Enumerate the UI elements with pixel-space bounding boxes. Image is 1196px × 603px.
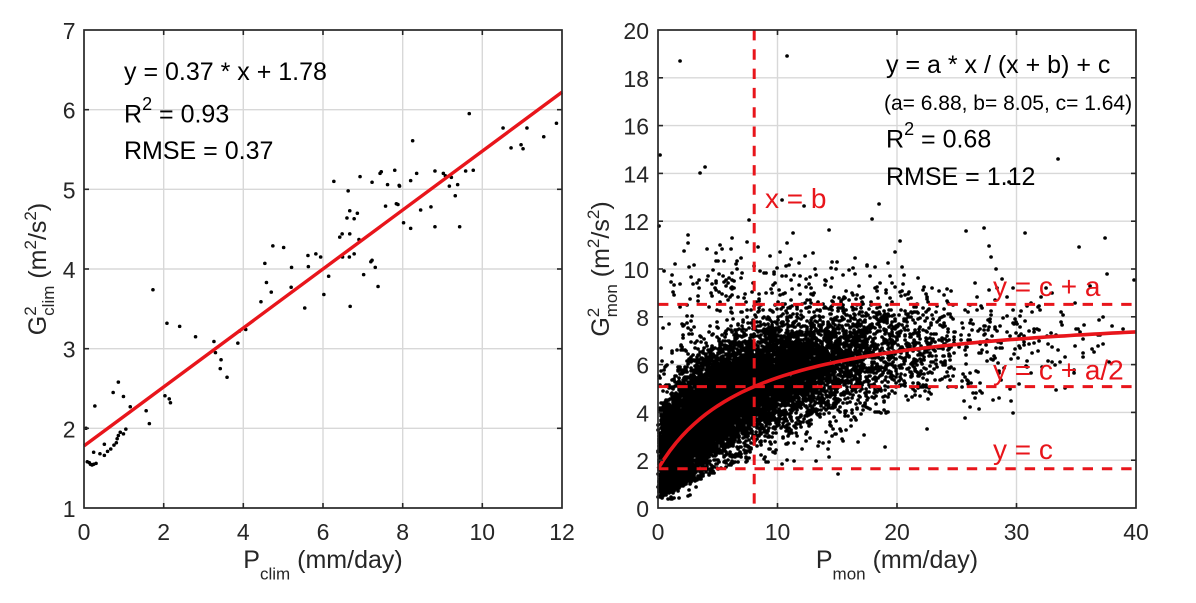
svg-text:6: 6 bbox=[317, 519, 330, 545]
svg-text:4: 4 bbox=[636, 400, 649, 426]
svg-text:G2clim (m2/s2): G2clim (m2/s2) bbox=[21, 203, 58, 335]
svg-text:2: 2 bbox=[636, 448, 649, 474]
svg-text:7: 7 bbox=[63, 18, 76, 44]
svg-text:G2mon (m2/s2): G2mon (m2/s2) bbox=[584, 201, 621, 336]
svg-text:(a= 6.88, b= 8.05, c= 1.64): (a= 6.88, b= 8.05, c= 1.64) bbox=[884, 92, 1132, 115]
svg-text:2: 2 bbox=[157, 519, 170, 545]
svg-text:40: 40 bbox=[1123, 519, 1149, 545]
svg-text:12: 12 bbox=[549, 519, 575, 545]
svg-text:10: 10 bbox=[470, 519, 496, 545]
svg-text:RMSE = 0.37: RMSE = 0.37 bbox=[124, 137, 273, 165]
svg-text:20: 20 bbox=[884, 519, 910, 545]
svg-text:y = c: y = c bbox=[993, 434, 1053, 465]
svg-text:4: 4 bbox=[63, 257, 76, 283]
svg-text:8: 8 bbox=[636, 305, 649, 331]
svg-text:0: 0 bbox=[652, 519, 665, 545]
svg-text:x = b: x = b bbox=[765, 183, 826, 214]
svg-text:2: 2 bbox=[63, 416, 76, 442]
svg-text:6: 6 bbox=[63, 98, 76, 124]
svg-text:30: 30 bbox=[1004, 519, 1030, 545]
svg-text:R2 = 0.93: R2 = 0.93 bbox=[124, 94, 229, 129]
svg-text:14: 14 bbox=[623, 161, 649, 187]
svg-text:3: 3 bbox=[63, 337, 76, 363]
svg-text:20: 20 bbox=[623, 18, 649, 44]
svg-text:RMSE = 1.12: RMSE = 1.12 bbox=[886, 163, 1035, 191]
svg-text:16: 16 bbox=[623, 114, 649, 140]
svg-text:6: 6 bbox=[636, 353, 649, 379]
svg-text:0: 0 bbox=[636, 496, 649, 522]
svg-text:y = c + a: y = c + a bbox=[993, 271, 1101, 302]
svg-text:10: 10 bbox=[765, 519, 791, 545]
svg-text:y = c + a/2: y = c + a/2 bbox=[993, 355, 1124, 386]
svg-text:y = 0.37 * x + 1.78: y = 0.37 * x + 1.78 bbox=[124, 58, 327, 86]
svg-text:10: 10 bbox=[623, 257, 649, 283]
svg-text:12: 12 bbox=[623, 209, 649, 235]
svg-text:4: 4 bbox=[237, 519, 250, 545]
svg-text:18: 18 bbox=[623, 66, 649, 92]
svg-text:R2 = 0.68: R2 = 0.68 bbox=[886, 119, 991, 154]
svg-text:5: 5 bbox=[63, 177, 76, 203]
svg-text:0: 0 bbox=[78, 519, 91, 545]
svg-text:8: 8 bbox=[396, 519, 409, 545]
svg-text:1: 1 bbox=[63, 496, 76, 522]
svg-text:y = a * x / (x + b) + c: y = a * x / (x + b) + c bbox=[886, 51, 1110, 79]
